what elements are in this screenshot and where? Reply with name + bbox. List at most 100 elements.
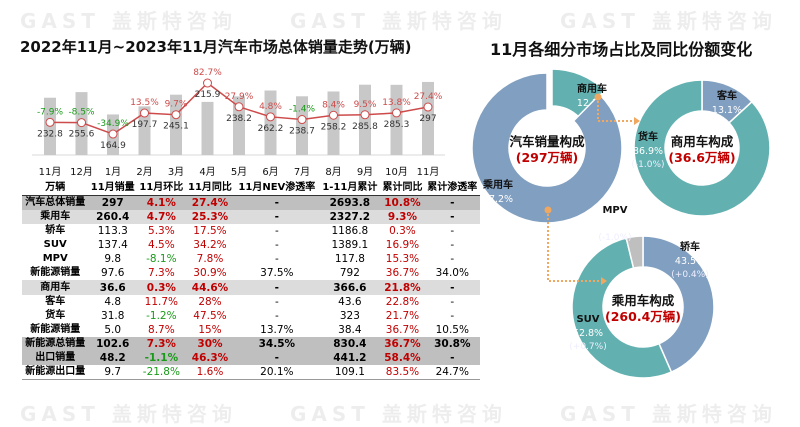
table-row: 新能源出口量 9.7 -21.8% 1.6% 20.1% 109.1 83.5% 24.7%: [22, 365, 480, 381]
table-cell: 323: [339, 309, 360, 322]
table-header: 11月同比: [185, 181, 235, 196]
month-label: 10月: [385, 166, 408, 178]
table-cell: 24.7%: [424, 365, 480, 381]
table-cell: -: [450, 309, 455, 322]
table-row: 商用车 36.6 0.3% 44.6% -366.6 21.8% -: [22, 280, 480, 295]
table-cell: 109.1: [319, 365, 381, 381]
donut-slice: [625, 235, 644, 270]
table-cell: -: [424, 280, 480, 295]
table-header: 万辆: [22, 181, 89, 196]
value-label: 285.8: [352, 122, 378, 132]
table-cell: 11.7%: [144, 295, 179, 308]
connector-arrow: [597, 97, 635, 122]
row-label: 汽车总体销量: [22, 195, 89, 210]
watermark: GAST 盖斯特咨询: [20, 402, 237, 426]
yoy-point: [77, 118, 86, 128]
table-cell: 30%: [185, 336, 235, 351]
table-cell: -: [450, 239, 455, 252]
left-title: 2022年11月~2023年11月汽车市场总体销量走势(万辆): [20, 38, 412, 56]
table-cell: -: [234, 280, 320, 295]
table-cell: 43.6: [338, 295, 362, 308]
table-cell: 21.8%: [380, 280, 425, 295]
yoy-label: 9.5%: [354, 100, 377, 110]
table-cell: 2693.8: [319, 195, 381, 210]
table-cell: 15.3%: [385, 253, 420, 266]
slice-label: MPV: [602, 205, 627, 216]
donut-slice: [642, 235, 715, 374]
donut-title: 乘用车构成: [611, 293, 675, 308]
table-row: 新能源总销量 102.6 7.3% 30% 34.5% 830.4 36.7% 30.8%: [22, 336, 480, 351]
table-cell: -21.8%: [137, 365, 186, 381]
table-cell: 20.1%: [234, 365, 320, 381]
table-cell: 4.1%: [137, 195, 186, 210]
table-cell: 31.8: [101, 309, 125, 322]
watermark: GAST 盖斯特咨询: [290, 9, 507, 33]
table-cell: -: [274, 239, 279, 252]
yoy-label: -7.9%: [37, 107, 64, 117]
table-header: 累计同比: [380, 181, 425, 196]
yoy-label: 4.8%: [259, 102, 282, 112]
row-label: 新能源总销量: [22, 336, 89, 351]
table-cell: 36.7%: [385, 323, 420, 336]
yoy-label: 82.7%: [193, 68, 222, 78]
donut-slice: [551, 68, 606, 118]
value-label: 285.3: [384, 120, 410, 130]
table-row: 汽车总体销量 297 4.1% 27.4% -2693.8 10.8% -: [22, 195, 480, 210]
yoy-label: 9.7%: [165, 100, 188, 110]
table-cell: 83.5%: [380, 365, 425, 381]
table-cell: 0.3%: [137, 280, 186, 295]
value-label: 262.2: [258, 124, 284, 134]
bar: [233, 96, 245, 155]
table-row: 新能源销量 97.6 7.3% 30.9% 37.5% 792 36.7% 34.0%: [22, 266, 480, 280]
table-row: 货车 31.8 -1.2% 47.5% - 323 21.7% -: [22, 309, 480, 323]
table-row: 客车 4.8 11.7% 28% - 43.6 22.8% -: [22, 295, 480, 309]
table-cell: 366.6: [319, 280, 381, 295]
slice-percent: 3.8%: [603, 219, 627, 230]
value-label: 245.1: [163, 122, 189, 132]
table-cell: 34.2%: [193, 239, 227, 252]
bar: [170, 94, 182, 155]
donut-title: 商用车构成: [671, 134, 734, 149]
table-cell: 117.8: [334, 253, 365, 266]
donut-total: (297万辆): [516, 150, 579, 165]
yoy-label: -1.4%: [289, 105, 316, 115]
donut-slice: [633, 79, 771, 217]
table-cell: -: [274, 295, 279, 308]
table-cell: -: [274, 225, 279, 238]
month-label: 1月: [105, 166, 121, 178]
row-label: 新能源销量: [30, 323, 81, 335]
table-cell: 37.5%: [260, 267, 294, 280]
table-cell: 36.7%: [380, 336, 425, 351]
slice-label: 乘用车: [482, 178, 513, 191]
slice-percent: 43.5%: [675, 256, 705, 267]
table-cell: -8.1%: [146, 253, 177, 266]
month-label: 8月: [325, 166, 341, 178]
table-cell: -: [234, 210, 320, 225]
table-cell: 0.3%: [389, 225, 416, 238]
table-cell: -: [450, 295, 455, 308]
bar: [264, 90, 277, 155]
table-header: 11月NEV渗透率: [234, 181, 320, 196]
table-cell: 2327.2: [319, 210, 381, 225]
value-label: 215.9: [195, 90, 221, 100]
watermark: GAST 盖斯特咨询: [560, 9, 777, 33]
watermark: GAST 盖斯特咨询: [290, 402, 507, 426]
table-cell: 137.4: [97, 239, 128, 252]
yoy-label: 27.9%: [225, 92, 254, 102]
table-cell: 260.4: [88, 210, 138, 225]
yoy-label: 13.5%: [130, 98, 159, 108]
table-cell: -: [424, 195, 480, 210]
month-label: 7月: [294, 166, 310, 178]
bar: [390, 84, 403, 155]
table-cell: 1.6%: [185, 365, 235, 381]
month-label: 5月: [231, 166, 247, 178]
table-cell: -: [450, 253, 455, 266]
table-cell: 10.5%: [435, 323, 469, 336]
table-cell: 97.6: [101, 267, 125, 280]
table-row: 乘用车 260.4 4.7% 25.3% -2327.2 9.3% -: [22, 210, 480, 225]
month-label: 3月: [168, 166, 184, 178]
table-cell: 830.4: [319, 336, 381, 351]
table-cell: -: [234, 350, 320, 366]
table-cell: 5.3%: [148, 225, 175, 238]
